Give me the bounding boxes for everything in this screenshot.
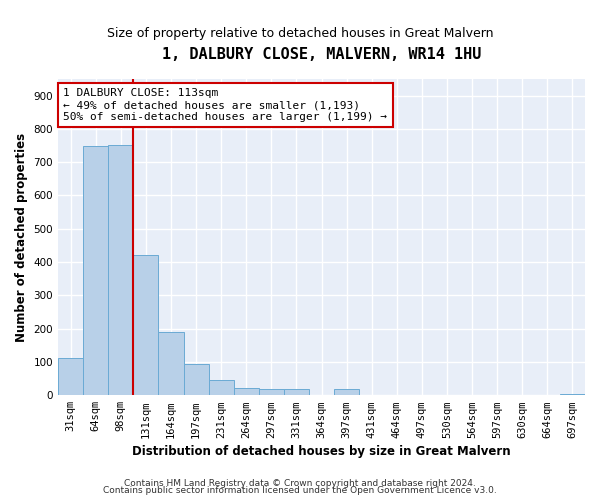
Text: 1 DALBURY CLOSE: 113sqm
← 49% of detached houses are smaller (1,193)
50% of semi: 1 DALBURY CLOSE: 113sqm ← 49% of detache…: [64, 88, 388, 122]
Bar: [209, 380, 233, 395]
Bar: [133, 256, 158, 395]
Bar: [83, 146, 108, 395]
Y-axis label: Number of detached properties: Number of detached properties: [15, 132, 28, 342]
Text: Contains public sector information licensed under the Open Government Licence v3: Contains public sector information licen…: [103, 486, 497, 495]
Bar: [334, 389, 359, 395]
Bar: [560, 394, 585, 395]
Bar: [58, 358, 83, 395]
Text: Contains HM Land Registry data © Crown copyright and database right 2024.: Contains HM Land Registry data © Crown c…: [124, 478, 476, 488]
Bar: [158, 332, 184, 395]
Bar: [108, 145, 133, 395]
Bar: [259, 389, 284, 395]
X-axis label: Distribution of detached houses by size in Great Malvern: Distribution of detached houses by size …: [132, 444, 511, 458]
Bar: [284, 389, 309, 395]
Title: 1, DALBURY CLOSE, MALVERN, WR14 1HU: 1, DALBURY CLOSE, MALVERN, WR14 1HU: [162, 48, 481, 62]
Text: Size of property relative to detached houses in Great Malvern: Size of property relative to detached ho…: [107, 28, 493, 40]
Bar: [184, 364, 209, 395]
Bar: [233, 388, 259, 395]
